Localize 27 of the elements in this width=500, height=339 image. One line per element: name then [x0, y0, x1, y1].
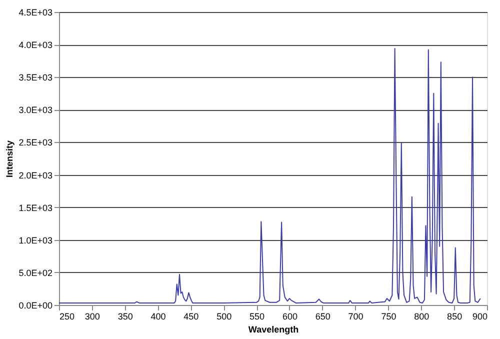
x-tick-label: 800 — [414, 312, 430, 322]
y-tick-label: 3.5E+03 — [18, 72, 52, 83]
y-axis-title: Intensity — [4, 140, 15, 178]
y-tick-label: 4.5E+03 — [18, 8, 52, 18]
y-tick-label: 5.0E+02 — [18, 268, 52, 278]
x-tick-label: 400 — [150, 312, 166, 322]
y-tick-label: 2.5E+03 — [18, 138, 52, 148]
y-tick-label: 4.0E+03 — [18, 40, 52, 50]
x-tick-label: 600 — [282, 312, 298, 322]
y-tick-label: 1.0E+03 — [18, 235, 52, 246]
x-tick-label: 350 — [118, 312, 133, 322]
x-tick-label: 700 — [348, 312, 364, 322]
x-axis-title: Wavelength — [248, 324, 299, 334]
y-tick-label: 0.0E+00 — [18, 300, 52, 310]
x-tick-label: 650 — [315, 312, 330, 322]
line-series — [58, 48, 481, 304]
x-tick-label: 550 — [250, 312, 265, 322]
y-tick-label: 2.0E+03 — [18, 170, 52, 180]
x-tick-label: 850 — [447, 312, 462, 322]
x-tick-label: 900 — [472, 312, 488, 322]
x-tick-label: 450 — [184, 312, 199, 322]
x-tick-label: 250 — [60, 312, 75, 322]
y-tick-label: 3.0E+03 — [18, 105, 52, 116]
x-tick-label: 750 — [381, 312, 396, 322]
x-tick-label: 300 — [84, 312, 100, 322]
x-tick-label: 500 — [216, 312, 232, 322]
y-tick-label: 1.5E+03 — [18, 202, 52, 213]
